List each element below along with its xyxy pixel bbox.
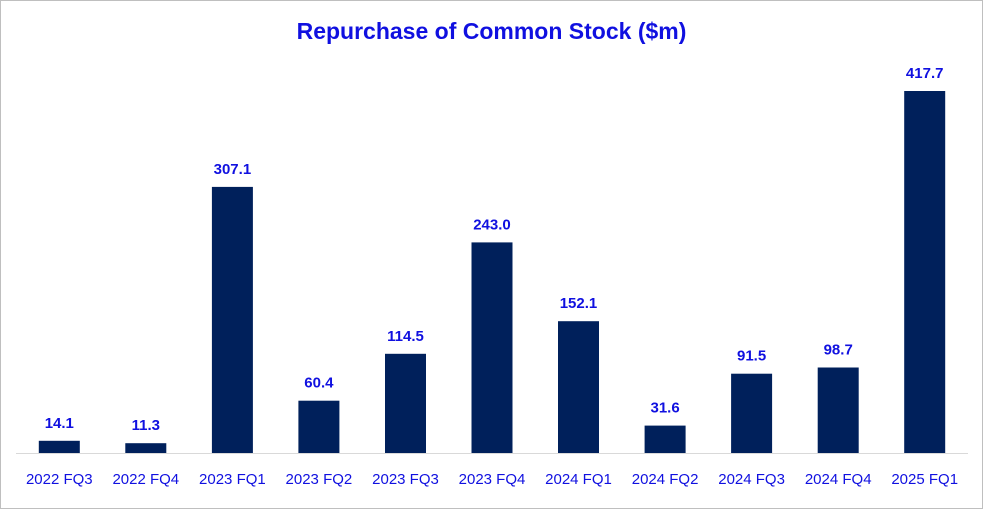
bar-2022-fq3	[38, 440, 80, 453]
chart-title: Repurchase of Common Stock ($m)	[296, 18, 687, 44]
value-label: 60.4	[304, 375, 334, 392]
value-label: 14.1	[45, 415, 74, 432]
bar-2024-fq3	[731, 373, 773, 453]
category-label: 2023 FQ1	[199, 471, 266, 488]
bar-2023-fq2	[298, 400, 340, 453]
value-label: 98.7	[824, 342, 853, 359]
value-label: 243.0	[473, 216, 511, 233]
value-labels: 14.1 11.3 307.1 60.4 114.5 243.0 152.1 31.6 91.5…	[45, 65, 944, 434]
value-label: 307.1	[214, 161, 252, 178]
bar-2025-fq1	[904, 91, 946, 453]
value-label: 91.5	[737, 348, 766, 365]
category-label: 2022 FQ3	[26, 471, 93, 488]
bar-2023-fq1	[211, 186, 253, 453]
value-label: 417.7	[906, 65, 944, 82]
bar-2022-fq4	[125, 443, 167, 453]
category-label: 2024 FQ3	[718, 471, 785, 488]
category-labels: 2022 FQ3 2022 FQ4 2023 FQ1 2023 FQ2 2023 FQ3…	[26, 471, 958, 488]
bar-2024-fq4	[817, 367, 859, 453]
value-label: 31.6	[650, 400, 679, 417]
category-label: 2024 FQ4	[805, 471, 872, 488]
value-label: 11.3	[132, 417, 160, 434]
value-label: 152.1	[560, 295, 598, 312]
category-label: 2023 FQ2	[286, 471, 353, 488]
bar-series	[38, 91, 946, 453]
category-label: 2024 FQ2	[632, 471, 699, 488]
bar-2024-fq1	[558, 321, 599, 453]
bar-2024-fq2	[644, 425, 686, 453]
category-label: 2023 FQ4	[459, 471, 526, 488]
value-label: 114.5	[387, 328, 424, 345]
category-label: 2023 FQ3	[372, 471, 439, 488]
category-label: 2025 FQ1	[891, 471, 958, 488]
bar-2023-fq3	[385, 353, 426, 453]
bar-2023-fq4	[471, 242, 513, 453]
category-label: 2022 FQ4	[112, 471, 179, 488]
category-label: 2024 FQ1	[545, 471, 612, 488]
